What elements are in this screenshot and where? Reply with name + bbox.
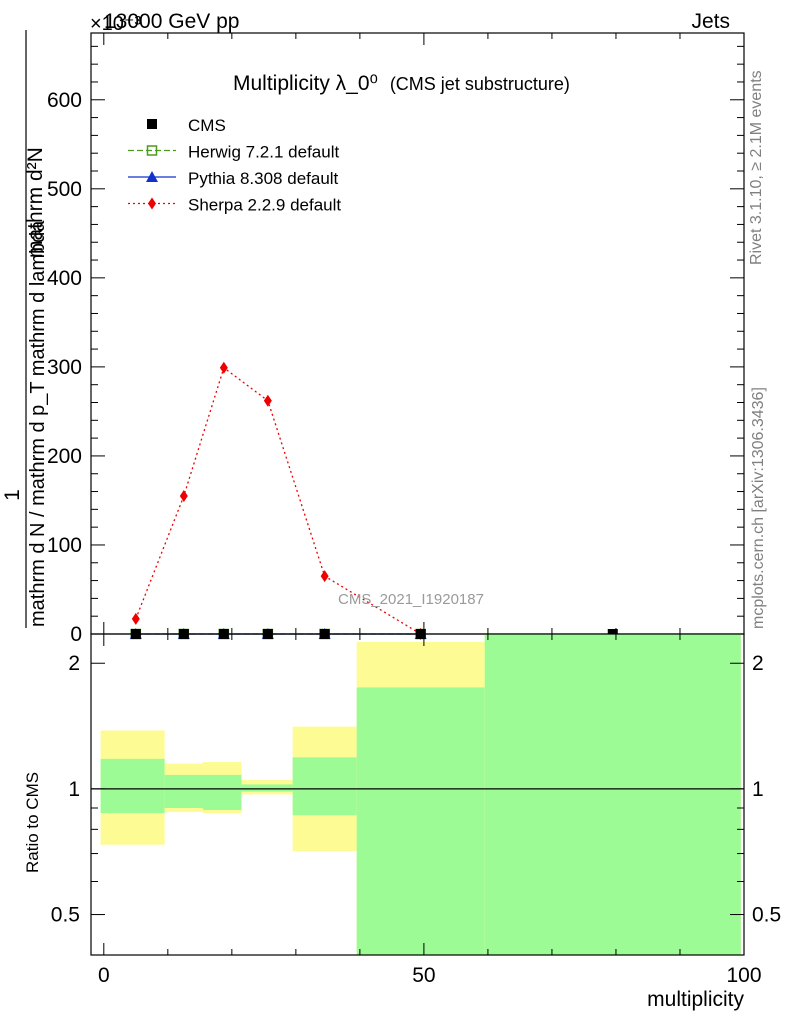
panel-frame xyxy=(90,633,745,956)
x-tick-label: 0 xyxy=(98,964,110,987)
legend-marker xyxy=(146,171,158,182)
y-tick-label: 600 xyxy=(47,89,82,112)
legend-label: Sherpa 2.2.9 default xyxy=(188,196,341,215)
energy-label: 13000 GeV pp xyxy=(104,10,239,33)
mcplots-label: mcplots.cern.ch [arXiv:1306.3436] xyxy=(750,387,767,629)
stat-uncertainty-band xyxy=(100,758,165,814)
legend-marker xyxy=(147,119,157,129)
legend: CMS Herwig 7.2.1 default Pythia 8.308 defa… xyxy=(128,116,341,215)
y-label-denominator: mathrm d N / mathrm d p_T mathrm d lambd… xyxy=(27,220,49,627)
legend-label: Pythia 8.308 default xyxy=(188,169,339,188)
exponent-label: ×10⁻³ xyxy=(90,13,141,35)
y-tick-label: 0 xyxy=(70,623,82,646)
ratio-y-tick-label: 1 xyxy=(68,778,80,801)
stat-uncertainty-band xyxy=(484,634,741,955)
legend-marker xyxy=(146,145,158,156)
sherpa-point xyxy=(219,361,228,374)
ratio-y-tick-label: 0.5 xyxy=(51,904,80,927)
x-tick-label: 100 xyxy=(726,964,761,987)
y-tick-label: 100 xyxy=(47,534,82,557)
chart-subtitle: (CMS jet substructure) xyxy=(390,74,570,94)
rivet-label: Rivet 3.1.10, ≥ 2.1M events xyxy=(748,70,765,265)
y-label-numerator: 1 xyxy=(1,489,24,501)
sherpa-point xyxy=(131,612,140,625)
main-y-label: mathrm d²N 1 mathrm d N / mathrm d p_T m… xyxy=(1,30,49,628)
y-tick-label: 200 xyxy=(47,445,82,468)
x-axis-label: multiplicity xyxy=(647,988,744,1011)
ratio-y-tick-label-right: 0.5 xyxy=(752,904,781,927)
legend-marker xyxy=(148,197,156,210)
stat-uncertainty-band xyxy=(241,784,293,792)
stat-uncertainty-band xyxy=(164,774,204,808)
watermark: CMS_2021_I1920187 xyxy=(338,591,484,608)
ratio-y-tick-label: 2 xyxy=(68,652,80,675)
chart-title-main: Multiplicity λ_0⁰ xyxy=(233,72,378,95)
sherpa-point xyxy=(179,489,188,502)
y-tick-label: 400 xyxy=(47,267,82,290)
sherpa-point xyxy=(263,394,272,407)
stat-uncertainty-band xyxy=(292,757,357,816)
sherpa-point xyxy=(320,570,329,583)
legend-label: CMS xyxy=(188,116,226,135)
ratio-y-tick-label-right: 1 xyxy=(752,778,764,801)
ratio-y-tick-label-right: 2 xyxy=(752,652,764,675)
legend-label: Herwig 7.2.1 default xyxy=(188,143,339,162)
stat-uncertainty-band xyxy=(356,687,485,955)
y-tick-label: 300 xyxy=(47,356,82,379)
ratio-y-label: Ratio to CMS xyxy=(23,772,42,873)
stat-uncertainty-band xyxy=(203,774,242,811)
y-label-top: mathrm d²N xyxy=(24,147,47,258)
chart-title: Multiplicity λ_0⁰ (CMS jet substructure) xyxy=(233,72,570,95)
y-tick-label: 500 xyxy=(47,178,82,201)
x-tick-label: 50 xyxy=(412,964,435,987)
category-label: Jets xyxy=(691,10,730,33)
